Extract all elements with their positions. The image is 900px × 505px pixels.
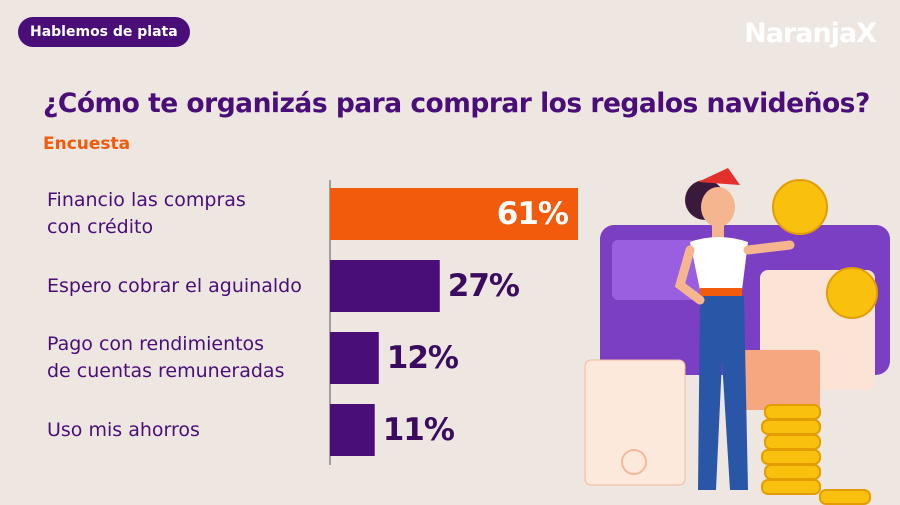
brand-logo: NaranjaX (744, 18, 877, 49)
bar (330, 332, 379, 384)
badge: Hablemos de plata (18, 17, 190, 47)
bar (330, 260, 440, 312)
value-label: 61% (496, 196, 569, 232)
value-label: 11% (382, 412, 455, 448)
category-label: Pago con rendimientos de cuentas remuner… (47, 333, 285, 382)
category-label: Espero cobrar el aguinaldo (47, 274, 302, 297)
category-label: Uso mis ahorros (47, 418, 200, 441)
value-label: 12% (386, 340, 459, 376)
wallet (584, 225, 890, 486)
value-label: 27% (447, 268, 520, 304)
woman (674, 168, 795, 490)
coins (761, 179, 878, 505)
chart-title: ¿Cómo te organizás para comprar los rega… (43, 88, 870, 119)
bar (330, 404, 375, 456)
category-label: Financio las compras con crédito (47, 189, 246, 238)
bar (330, 188, 578, 240)
chart-subtitle: Encuesta (43, 134, 131, 154)
